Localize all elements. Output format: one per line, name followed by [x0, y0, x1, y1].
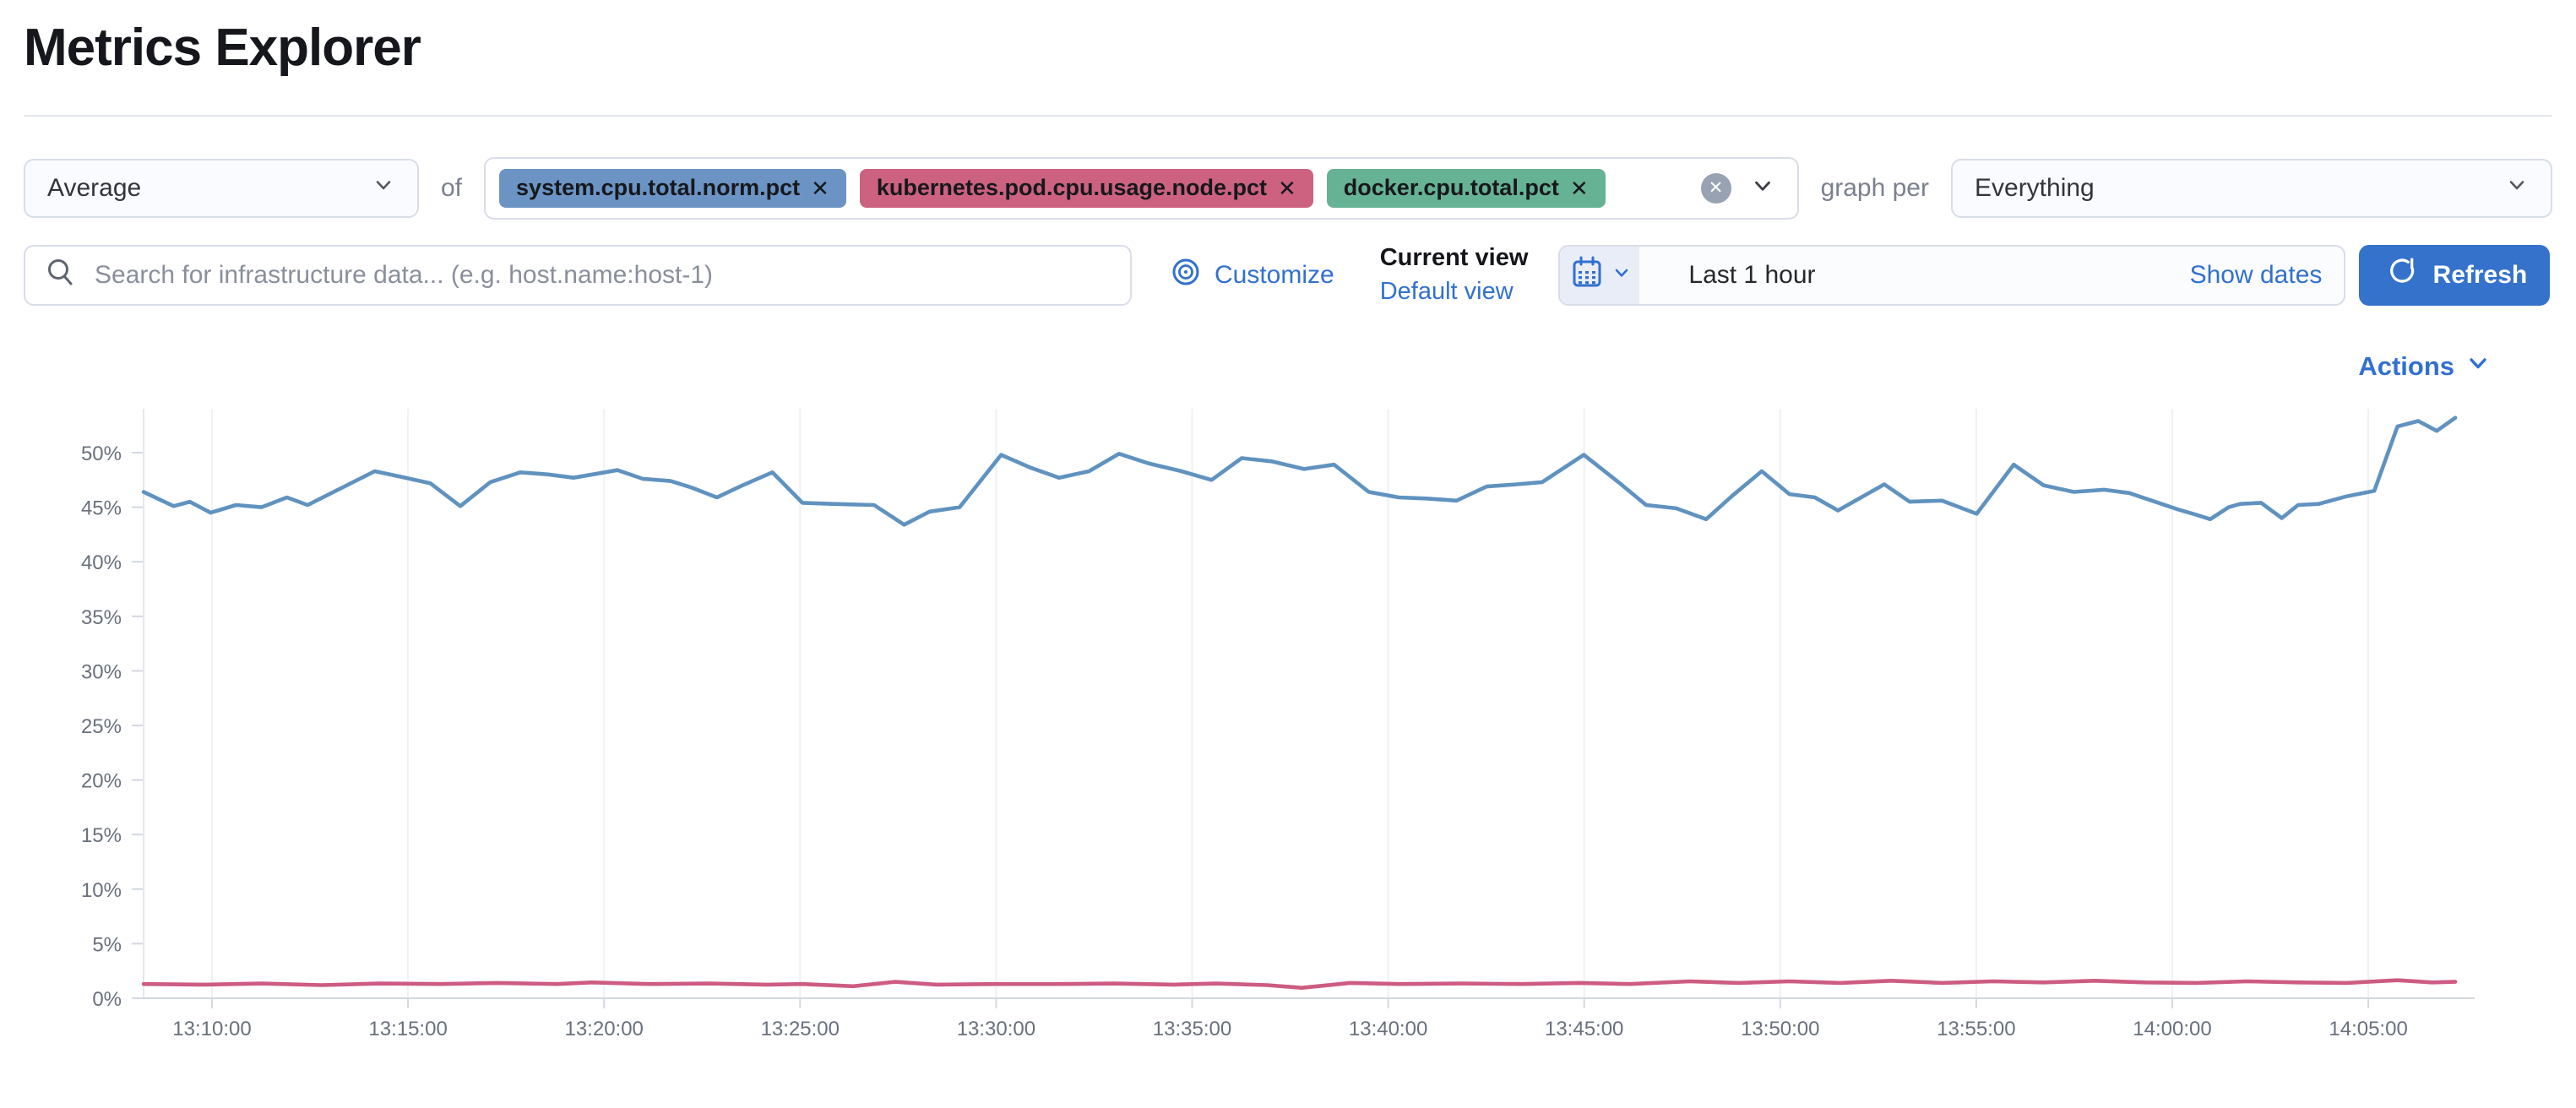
- customize-label: Customize: [1215, 260, 1334, 289]
- metric-pill[interactable]: system.cpu.total.norm.pct ✕: [499, 168, 846, 208]
- series-line-system.cpu.total.norm.pct: [141, 415, 2458, 527]
- chevron-down-icon[interactable]: [1750, 173, 1775, 203]
- metric-pill[interactable]: kubernetes.pod.cpu.usage.node.pct ✕: [859, 168, 1313, 208]
- y-axis-tick-label: 10%: [81, 878, 122, 901]
- search-box: [24, 244, 1132, 306]
- concentric-circles-icon: [1169, 255, 1203, 296]
- chart-toolbar: Actions: [0, 350, 2576, 383]
- of-label: of: [441, 173, 463, 202]
- actions-label: Actions: [2358, 350, 2454, 381]
- metrics-line-chart[interactable]: 13:10:00 13:15:00 13:20:00 13:25:00 13:30:00…: [0, 397, 2576, 1064]
- clear-metrics-button[interactable]: ✕: [1700, 172, 1731, 204]
- y-axis-tick-label: 30%: [81, 660, 122, 683]
- search-icon: [44, 256, 78, 294]
- refresh-button[interactable]: Refresh: [2359, 244, 2551, 306]
- metric-pill-label: kubernetes.pod.cpu.usage.node.pct: [876, 175, 1267, 200]
- chevron-down-icon: [2505, 173, 2529, 204]
- metric-pill[interactable]: docker.cpu.total.pct ✕: [1326, 168, 1606, 208]
- x-axis-tick-label: 13:25:00: [761, 1018, 840, 1040]
- actions-menu-button[interactable]: Actions: [2358, 350, 2492, 383]
- group-by-value: Everything: [1975, 173, 2095, 202]
- view-status: Current view Default view: [1379, 243, 1529, 306]
- date-picker: Last 1 hour Show dates: [1558, 244, 2346, 306]
- pill-close-icon[interactable]: ✕: [1569, 175, 1589, 201]
- page-header: Metrics Explorer: [0, 0, 2576, 117]
- x-axis-tick-label: 14:00:00: [2133, 1018, 2211, 1040]
- x-axis-tick-label: 13:20:00: [564, 1018, 643, 1040]
- x-axis-tick-label: 13:15:00: [368, 1018, 447, 1040]
- x-axis-tick-label: 14:05:00: [2329, 1018, 2407, 1040]
- y-axis-tick-label: 35%: [81, 606, 122, 628]
- current-view-label: Current view: [1379, 243, 1529, 271]
- metric-pill-label: system.cpu.total.norm.pct: [516, 175, 801, 200]
- chevron-down-icon: [2465, 350, 2492, 383]
- header-divider: [24, 114, 2552, 117]
- chevron-down-icon: [1611, 263, 1632, 287]
- metric-config-row: Average of system.cpu.total.norm.pct ✕ kub…: [24, 156, 2552, 220]
- y-axis-tick-label: 50%: [81, 443, 122, 465]
- calendar-icon: [1568, 254, 1606, 296]
- page-title: Metrics Explorer: [24, 19, 421, 77]
- search-filter-row: Customize Current view Default view Last…: [24, 243, 2552, 306]
- y-axis-tick-label: 25%: [81, 715, 122, 738]
- aggregation-value: Average: [47, 173, 142, 202]
- metrics-combobox[interactable]: system.cpu.total.norm.pct ✕ kubernetes.pod…: [484, 156, 1799, 220]
- default-view-link[interactable]: Default view: [1379, 277, 1514, 305]
- x-axis-tick-label: 13:30:00: [957, 1018, 1035, 1040]
- chevron-down-icon: [372, 173, 395, 204]
- aggregation-select[interactable]: Average: [24, 158, 419, 218]
- calendar-menu-button[interactable]: [1560, 246, 1640, 304]
- y-axis-tick-label: 15%: [81, 824, 122, 847]
- x-axis-tick-label: 13:50:00: [1741, 1018, 1819, 1040]
- customize-button[interactable]: Customize: [1169, 255, 1334, 296]
- series-line-kubernetes.pod.cpu.usage.node.pct: [141, 977, 2458, 990]
- metrics-toolbar: Average of system.cpu.total.norm.pct ✕ kub…: [0, 156, 2576, 306]
- pill-close-icon[interactable]: ✕: [1277, 175, 1296, 201]
- refresh-label: Refresh: [2432, 260, 2528, 289]
- show-dates-button[interactable]: Show dates: [2189, 260, 2323, 289]
- graph-per-label: graph per: [1820, 173, 1929, 202]
- x-axis-tick-label: 13:45:00: [1545, 1018, 1623, 1040]
- x-axis-tick-label: 13:10:00: [172, 1018, 251, 1040]
- group-by-select[interactable]: Everything: [1951, 158, 2552, 218]
- y-axis-tick-label: 5%: [92, 933, 122, 956]
- metric-pill-label: docker.cpu.total.pct: [1343, 175, 1559, 200]
- pill-close-icon[interactable]: ✕: [811, 175, 829, 201]
- y-axis-tick-label: 40%: [81, 551, 122, 574]
- x-axis-tick-label: 13:55:00: [1937, 1018, 2015, 1040]
- x-axis-tick-label: 13:40:00: [1349, 1018, 1427, 1040]
- search-input[interactable]: [93, 259, 1111, 291]
- y-axis-tick-label: 20%: [81, 769, 122, 792]
- y-axis-tick-label: 0%: [92, 988, 122, 1011]
- refresh-icon: [2383, 253, 2421, 298]
- x-axis-tick-label: 13:35:00: [1153, 1018, 1231, 1040]
- y-axis-tick-label: 45%: [81, 497, 122, 519]
- time-range-value[interactable]: Last 1 hour: [1688, 260, 1816, 289]
